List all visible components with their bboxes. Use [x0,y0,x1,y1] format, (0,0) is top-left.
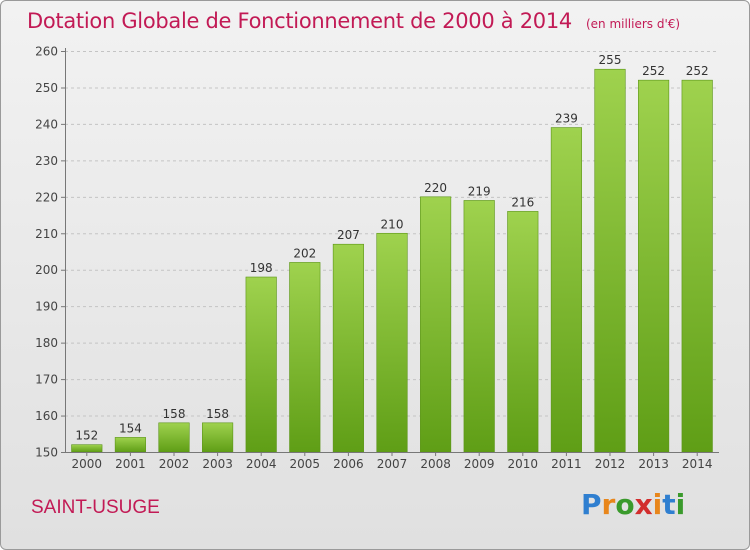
y-tick-label: 200 [35,263,58,277]
x-tick-label: 2007 [377,457,408,471]
brand-letter: i [675,488,686,521]
bar-2004 [245,276,277,453]
x-tick-label: 2013 [638,457,669,471]
x-tick-label: 2005 [290,457,321,471]
y-tick-label: 150 [35,446,58,460]
x-tick-label: 2004 [246,457,277,471]
chart-unit: (en milliers d'€) [585,17,681,31]
bar-value-label: 252 [686,64,709,78]
bar-2011 [550,127,582,453]
bar-2003 [202,422,234,453]
bar-2005 [289,262,321,453]
x-tick-label: 2009 [464,457,495,471]
x-tick-label: 2012 [595,457,626,471]
brand-letter: x [634,488,653,521]
bar-value-label: 152 [75,429,98,443]
bar-2006 [332,243,364,453]
bar-value-label: 252 [642,64,665,78]
x-tick-label: 2002 [159,457,190,471]
bar-value-label: 220 [424,181,447,195]
y-tick-label: 230 [35,154,58,168]
bar-value-label: 210 [381,217,404,231]
chart-title-text: Dotation Globale de Fonctionnement de 20… [27,9,572,33]
bars: 152 154 158 158 198 202 207 210 220 219 216 239 255 2… [71,53,713,453]
bar-value-label: 219 [468,184,491,198]
bar-value-label: 202 [293,246,316,260]
proxiti-logo[interactable]: Proxiti [581,488,685,521]
commune-name: SAINT-USUGE [31,497,160,518]
bar-2014 [681,79,713,453]
brand-letter: o [615,488,635,521]
brand-letter: r [601,488,616,521]
bar-2001 [114,437,146,453]
y-tick-label: 250 [35,81,58,95]
bar-value-label: 207 [337,228,360,242]
bar-value-label: 255 [599,53,622,67]
y-tick-label: 170 [35,373,58,387]
bar-2000 [71,444,103,453]
y-tick-label: 180 [35,336,58,350]
bar-value-label: 216 [511,195,534,209]
bar-value-label: 154 [119,421,142,435]
brand-letter: P [581,488,602,521]
bar-2010 [507,211,539,453]
bar-value-label: 198 [250,261,273,275]
x-tick-label: 2010 [508,457,539,471]
bar-2007 [376,232,408,453]
bar-value-label: 239 [555,112,578,126]
x-tick-label: 2003 [202,457,233,471]
brand-letter: i [652,488,663,521]
brand-letter: t [662,488,676,521]
bar-2002 [158,422,190,453]
x-tick-label: 2001 [115,457,146,471]
bar-value-label: 158 [206,407,229,421]
y-axis: 150 160 170 180 190 200 210 220 230 240 250 260 [35,45,66,460]
bar-2009 [463,200,495,453]
bar-value-label: 158 [163,407,186,421]
y-tick-label: 190 [35,300,58,314]
x-tick-label: 2011 [551,457,582,471]
x-tick-label: 2000 [72,457,103,471]
y-tick-label: 210 [35,227,58,241]
x-tick-label: 2008 [420,457,451,471]
y-tick-label: 160 [35,409,58,423]
y-tick-label: 220 [35,190,58,204]
y-tick-label: 240 [35,117,58,131]
x-tick-label: 2006 [333,457,364,471]
bar-2012 [594,68,626,453]
chart-title: Dotation Globale de Fonctionnement de 20… [27,9,680,33]
bar-2008 [420,196,452,453]
bar-2013 [638,79,670,453]
y-tick-label: 260 [35,45,58,59]
x-axis: 2000 2001 2002 2003 2004 2005 2006 2007 2008 2009… [65,452,719,471]
x-tick-label: 2014 [682,457,713,471]
